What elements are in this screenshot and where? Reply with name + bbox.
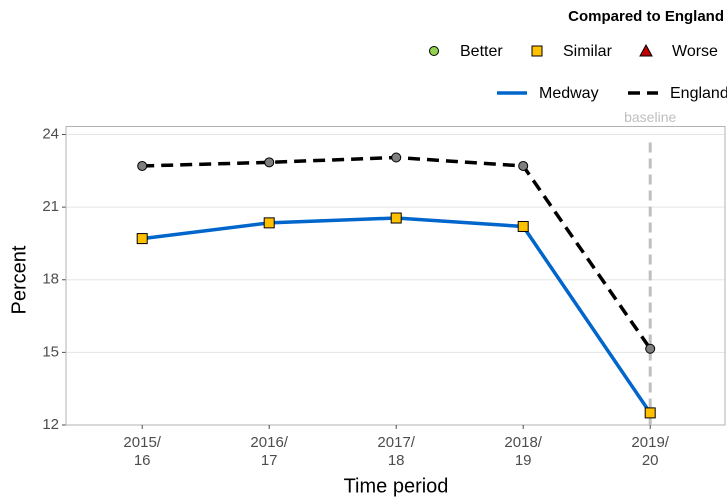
x-tick-label: 20 bbox=[642, 452, 659, 469]
data-point bbox=[264, 157, 275, 168]
legend-marker bbox=[429, 46, 439, 56]
data-point bbox=[137, 160, 148, 171]
x-tick-label: 16 bbox=[134, 452, 151, 469]
legend-label: Worse bbox=[672, 43, 718, 60]
legend-marker bbox=[639, 43, 653, 57]
baseline-label: baseline bbox=[624, 109, 676, 125]
y-tick-label: 12 bbox=[42, 416, 59, 433]
legend-label: Better bbox=[460, 43, 503, 60]
legend-label: England bbox=[670, 85, 727, 102]
x-tick-label: 2016/ bbox=[250, 434, 288, 451]
x-tick-label: 2015/ bbox=[123, 434, 161, 451]
y-tick-label: 15 bbox=[42, 343, 59, 360]
data-point bbox=[645, 343, 656, 354]
x-tick-label: 2017/ bbox=[377, 434, 415, 451]
data-point bbox=[518, 160, 529, 171]
legend-label: Similar bbox=[563, 43, 613, 60]
y-axis-title: Percent bbox=[8, 245, 30, 314]
legend-marker bbox=[531, 45, 543, 57]
x-tick-label: 19 bbox=[515, 452, 532, 469]
legend-label: Medway bbox=[539, 85, 599, 102]
data-point bbox=[644, 407, 656, 419]
legend-title: Compared to England bbox=[568, 8, 724, 25]
data-point bbox=[390, 212, 402, 224]
y-tick-label: 24 bbox=[42, 125, 59, 142]
x-tick-label: 2019/ bbox=[631, 434, 669, 451]
plot-border bbox=[65, 126, 726, 426]
data-point bbox=[517, 220, 529, 232]
series-line bbox=[141, 216, 652, 414]
data-point bbox=[263, 217, 275, 229]
y-tick-label: 18 bbox=[42, 271, 59, 288]
y-tick-label: 21 bbox=[42, 198, 59, 215]
x-axis-title: Time period bbox=[344, 475, 449, 497]
data-point bbox=[136, 233, 148, 245]
x-tick-label: 17 bbox=[261, 452, 278, 469]
x-tick-label: 2018/ bbox=[504, 434, 542, 451]
data-point bbox=[391, 152, 402, 163]
series-line bbox=[142, 155, 652, 350]
x-tick-label: 18 bbox=[388, 452, 405, 469]
